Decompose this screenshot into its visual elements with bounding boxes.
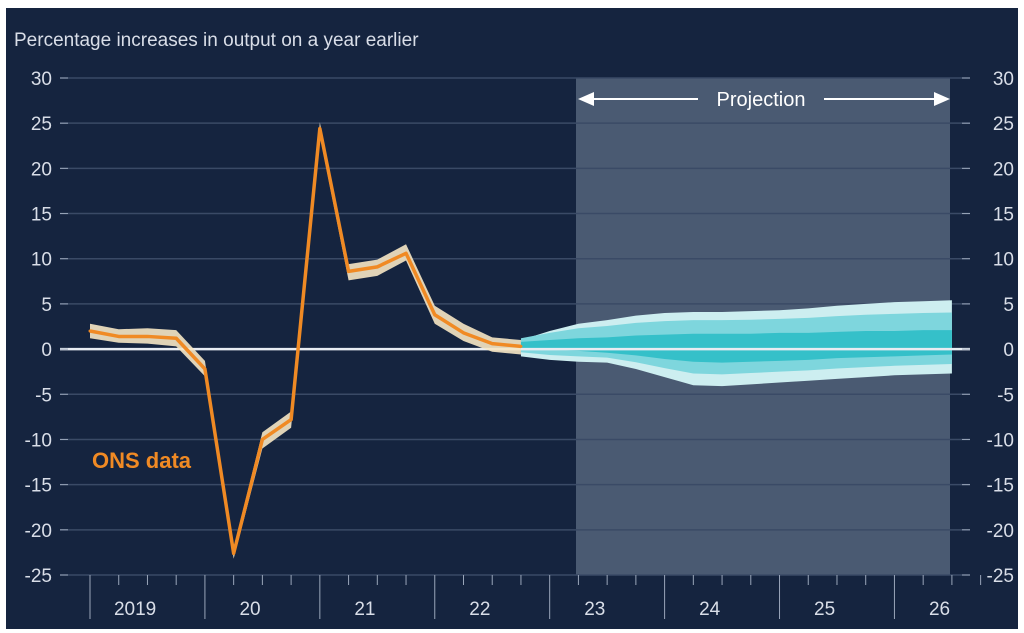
- y-tick-label-left: -5: [35, 385, 52, 406]
- y-tick-label-left: -20: [25, 521, 52, 542]
- y-tick-label-right: -5: [997, 385, 1014, 406]
- y-tick-label-left: 15: [31, 205, 52, 226]
- y-tick-label-right: 20: [993, 159, 1014, 180]
- ons-data-point: [232, 551, 236, 555]
- chart-subtitle: Percentage increases in output on a year…: [14, 30, 419, 51]
- ons-data-point: [490, 342, 494, 346]
- y-tick-label-left: 25: [31, 114, 52, 135]
- ons-data-point: [318, 127, 322, 131]
- y-tick-label-right: -15: [987, 476, 1014, 497]
- ons-data-point: [260, 437, 264, 441]
- ons-data-point: [117, 334, 121, 338]
- ons-data-point: [88, 329, 92, 333]
- ons-data-label: ONS data: [92, 448, 192, 473]
- gdp-fan-chart: 30 30 25 25 20 20 15 15 10 10 5 5 0 0 -5 -5 -10 -10 -15 -15…: [14, 30, 1014, 620]
- x-tick-label: 22: [469, 599, 490, 620]
- y-tick-label-right: 15: [993, 205, 1014, 226]
- y-tick-label-right: 5: [1003, 295, 1014, 316]
- x-tick-label: 20: [239, 599, 260, 620]
- y-tick-label-right: -20: [987, 521, 1014, 542]
- y-tick-label-right: 25: [993, 114, 1014, 135]
- ons-data-point: [461, 331, 465, 335]
- ons-uncertainty-band: [90, 122, 521, 559]
- y-tick-label-right: -10: [987, 430, 1014, 451]
- y-tick-label-left: -15: [25, 476, 52, 497]
- ons-data-point: [519, 344, 523, 348]
- x-tick-label: 24: [699, 599, 721, 620]
- y-tick-label-left: 30: [31, 69, 52, 90]
- y-tick-label-left: 5: [41, 295, 52, 316]
- y-tick-label-left: 10: [31, 250, 52, 271]
- ons-data-point: [289, 418, 293, 422]
- ons-data-point: [174, 336, 178, 340]
- y-tick-label-right: -25: [987, 566, 1014, 587]
- x-tick-label: 23: [584, 599, 605, 620]
- y-tick-label-left: -10: [25, 430, 52, 451]
- projection-marker: Projection: [578, 89, 950, 111]
- y-tick-label-left: -25: [25, 566, 52, 587]
- x-tick-label: 21: [354, 599, 375, 620]
- x-tick-label: 25: [814, 599, 835, 620]
- y-tick-label-left: 0: [41, 340, 52, 361]
- ons-data-point: [145, 334, 149, 338]
- fan-central-band: [520, 330, 952, 363]
- ons-data-point: [404, 251, 408, 255]
- x-tick-label: 2019: [114, 599, 156, 620]
- projection-label: Projection: [717, 89, 806, 111]
- ons-data-point: [203, 367, 207, 371]
- ons-data-point: [347, 269, 351, 273]
- y-tick-label-right: 10: [993, 250, 1014, 271]
- chart-frame: 30 30 25 25 20 20 15 15 10 10 5 5 0 0 -5 -5 -10 -10 -15 -15…: [6, 8, 1018, 629]
- y-tick-label-right: 0: [1003, 340, 1014, 361]
- ons-data-point: [375, 265, 379, 269]
- x-tick-label: 26: [929, 599, 950, 620]
- ons-data-point: [433, 313, 437, 317]
- y-tick-label-left: 20: [31, 159, 52, 180]
- ons-data-line: [89, 126, 522, 556]
- y-tick-label-right: 30: [993, 69, 1014, 90]
